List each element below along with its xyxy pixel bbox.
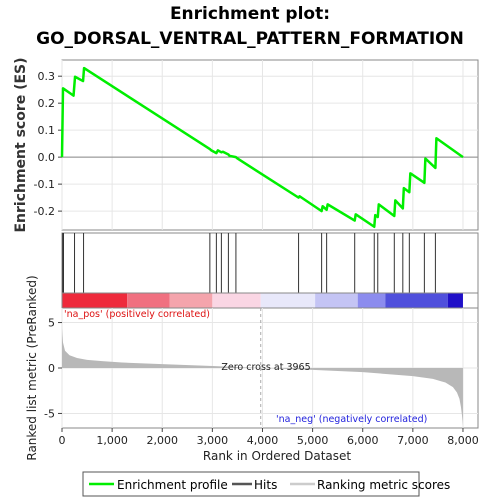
- colorbar-segment: [315, 293, 358, 308]
- x-tick-label: 1,000: [96, 434, 128, 447]
- legend: Enrichment profile Hits Ranking metric s…: [82, 471, 450, 497]
- legend-enrichment-label: Enrichment profile: [117, 478, 228, 492]
- x-tick-label: 2,000: [146, 434, 178, 447]
- es-y-tick-label: 0.2: [38, 97, 56, 110]
- x-tick-label: 7,000: [397, 434, 429, 447]
- es-y-tick-label: 0.3: [38, 70, 56, 83]
- es-y-tick-label: 0.0: [38, 151, 56, 164]
- chart-title-line2: GO_DORSAL_VENTRAL_PATTERN_FORMATION: [36, 29, 464, 49]
- es-y-axis-label: Enrichment score (ES): [13, 57, 29, 232]
- colorbar-segment: [385, 293, 448, 308]
- colorbar-segment: [62, 293, 128, 308]
- es-y-axis: -0.2 -0.1 0.0 0.1 0.2 0.3: [34, 70, 62, 218]
- hits-plot-area: [61, 232, 479, 294]
- metric-y-axis-label: Ranked list metric (PreRanked): [25, 275, 39, 460]
- metric-y-tick-label: -5: [44, 407, 55, 420]
- x-tick-label: 4,000: [247, 434, 279, 447]
- metric-y-axis: -5 0 5: [44, 317, 62, 420]
- x-tick-label: 6,000: [347, 434, 379, 447]
- colorbar-segment: [212, 293, 261, 308]
- hits-panel: [61, 232, 479, 294]
- colorbar-segment: [357, 293, 386, 308]
- es-y-tick-label: -0.2: [34, 205, 55, 218]
- metric-panel: -5 0 5 0 1,000 2,000 3,000 4,000 5,000 6,000 7,00…: [25, 275, 479, 463]
- es-y-tick-label: 0.1: [38, 124, 56, 137]
- metric-y-tick-label: 0: [48, 362, 55, 375]
- es-y-tick-label: -0.1: [34, 178, 55, 191]
- x-axis-label: Rank in Ordered Dataset: [203, 449, 351, 463]
- legend-metric-label: Ranking metric scores: [317, 478, 450, 492]
- neg-correlated-label: 'na_neg' (negatively correlated): [276, 414, 427, 425]
- colorbar-segment: [169, 293, 213, 308]
- x-tick-label: 5,000: [297, 434, 329, 447]
- hit-markers: [62, 233, 436, 293]
- metric-x-axis: 0 1,000 2,000 3,000 4,000 5,000 6,000 7,000 8,00…: [59, 428, 479, 447]
- chart-title-line1: Enrichment plot:: [170, 4, 330, 24]
- x-tick-label: 8,000: [447, 434, 479, 447]
- es-plot-area: [61, 59, 479, 231]
- x-tick-label: 0: [59, 434, 66, 447]
- enrichment-profile-line: [60, 66, 464, 229]
- zero-cross-label: Zero cross at 3965: [221, 362, 310, 373]
- colorbar-segment: [260, 293, 316, 308]
- es-panel: -0.2 -0.1 0.0 0.1 0.2 0.3 Enrichment score (E…: [13, 57, 479, 233]
- colorbar-segment: [447, 293, 463, 308]
- ranking-colorbar: [61, 292, 479, 309]
- legend-hits-label: Hits: [254, 478, 277, 492]
- colorbar-segment: [127, 293, 170, 308]
- metric-y-tick-label: 5: [48, 317, 55, 330]
- x-tick-label: 3,000: [197, 434, 229, 447]
- pos-correlated-label: 'na_pos' (positively correlated): [64, 309, 210, 320]
